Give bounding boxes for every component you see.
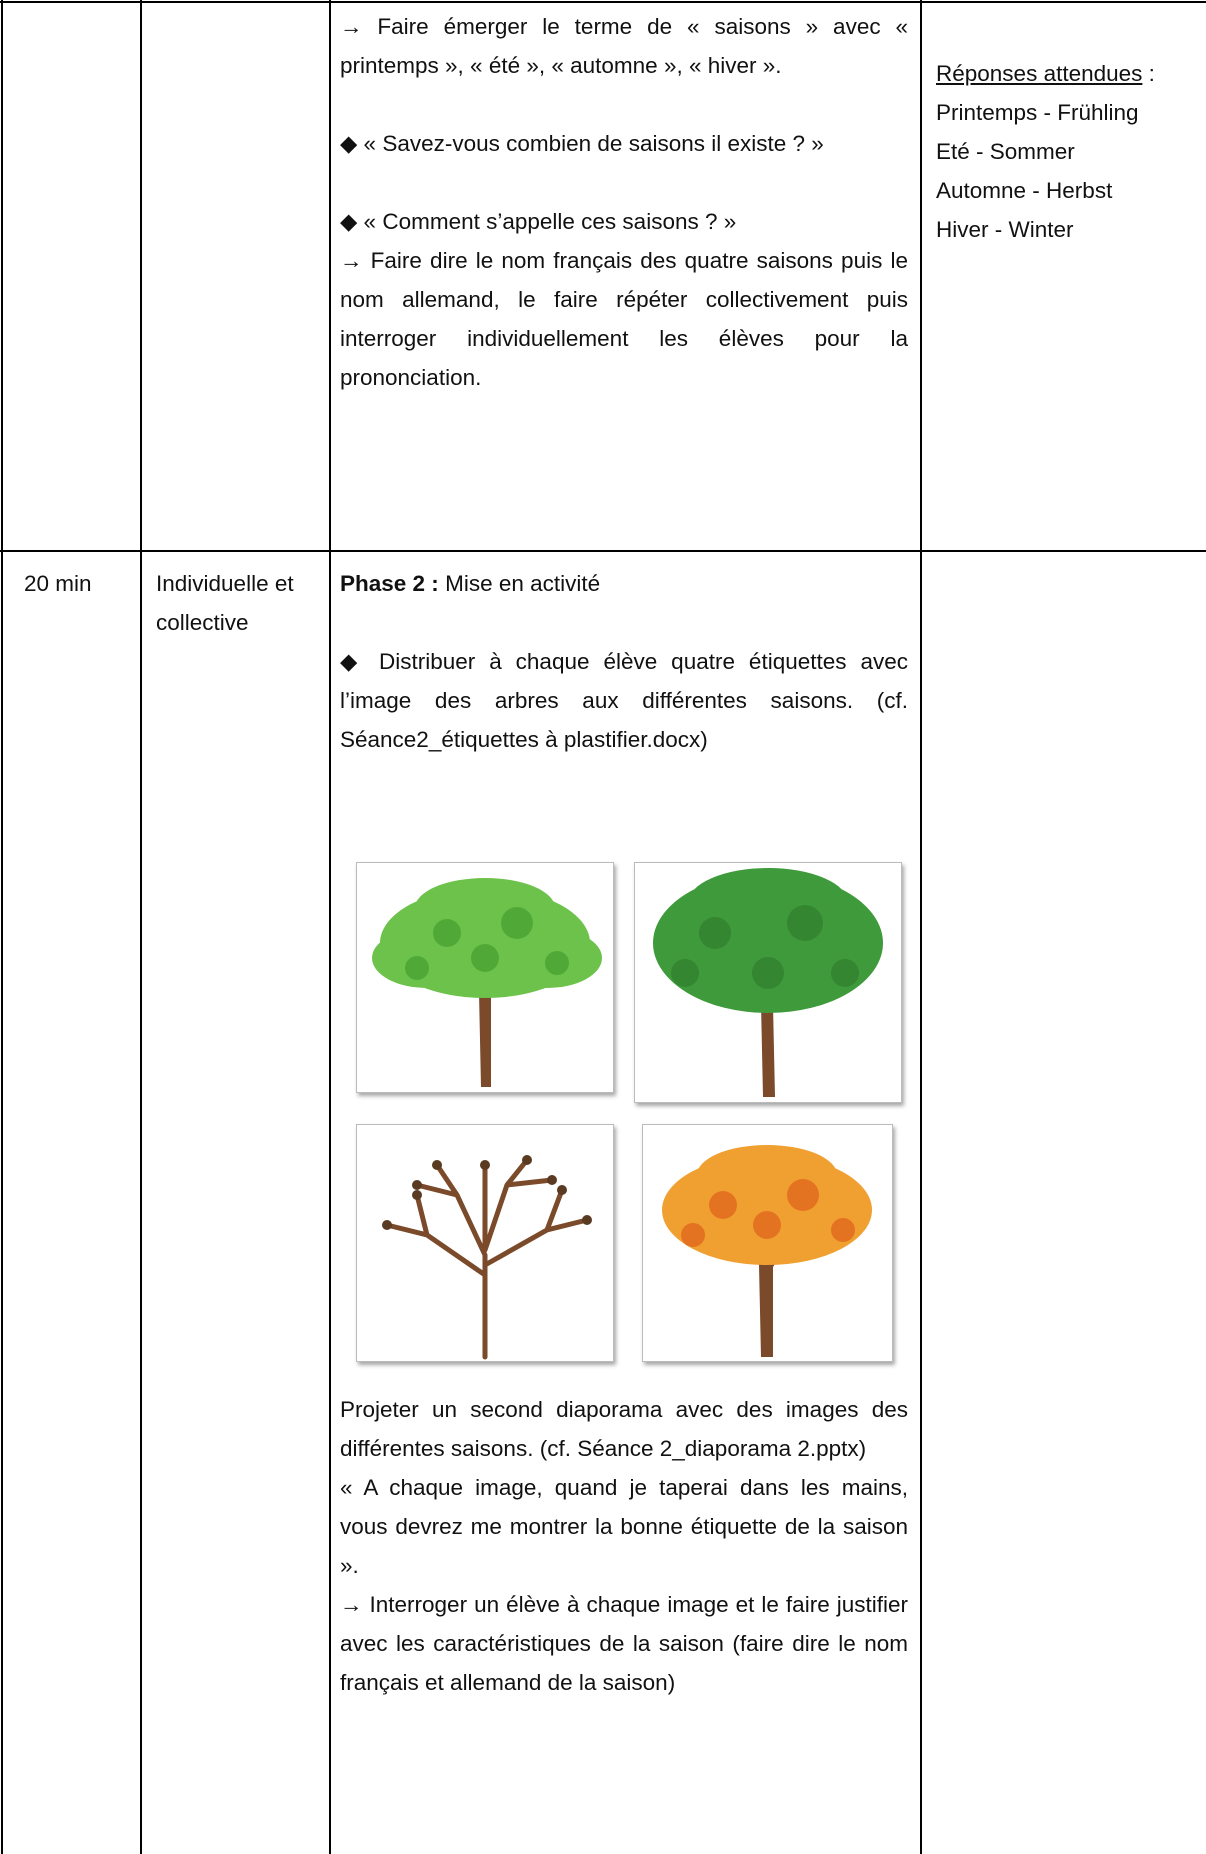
border	[0, 550, 1206, 552]
time-cell: 20 min	[24, 571, 92, 596]
answer: Printemps - Frühling	[936, 100, 1139, 125]
mode-cell: Individuelle et collective	[156, 571, 294, 635]
border	[329, 0, 331, 1854]
paragraph: « A chaque image, quand je taperai dans …	[340, 1475, 908, 1578]
border	[920, 0, 922, 1854]
answer: Eté - Sommer	[936, 139, 1075, 164]
paragraphs: Projeter un second diaporama avec des im…	[340, 1390, 908, 1702]
phase-label: Phase 2 :	[340, 571, 439, 596]
paragraph: Projeter un second diaporama avec des im…	[340, 1397, 908, 1461]
tree-summer	[634, 862, 902, 1103]
paragraph: → Interroger un élève à chaque image et …	[340, 1592, 908, 1695]
colon: :	[1142, 61, 1155, 86]
tree-autumn	[642, 1124, 893, 1362]
tree-spring	[356, 862, 614, 1093]
answers-heading-line: Réponses attendues :	[936, 54, 1206, 93]
paragraph: → Faire émerger le terme de « saisons » …	[340, 14, 908, 78]
answers-cell: Réponses attendues : Printemps - Frühlin…	[936, 54, 1206, 249]
answer: Automne - Herbst	[936, 178, 1113, 203]
tree-winter	[356, 1124, 614, 1362]
paragraphs: ◆ Distribuer à chaque élève quatre étiqu…	[340, 642, 908, 759]
phase-heading: Phase 2 : Mise en activité	[340, 564, 908, 603]
border	[140, 0, 142, 1854]
activity-cell: → Faire émerger le terme de « saisons » …	[340, 7, 908, 397]
paragraph: ◆ « Savez-vous combien de saisons il exi…	[340, 131, 824, 156]
paragraph: → Faire dire le nom français des quatre …	[340, 248, 908, 390]
phase-title: Mise en activité	[445, 571, 601, 596]
paragraph: ◆ « Comment s’appelle ces saisons ? »	[340, 209, 737, 234]
border	[0, 1, 1206, 3]
border	[1, 0, 3, 1854]
answers-heading: Réponses attendues	[936, 61, 1143, 86]
activity-cell: Phase 2 : Mise en activité ◆ Distribuer …	[340, 564, 908, 759]
paragraph: ◆ Distribuer à chaque élève quatre étiqu…	[340, 649, 908, 752]
answer: Hiver - Winter	[936, 217, 1074, 242]
answers-list: Printemps - Frühling Eté - Sommer Automne …	[936, 93, 1206, 249]
